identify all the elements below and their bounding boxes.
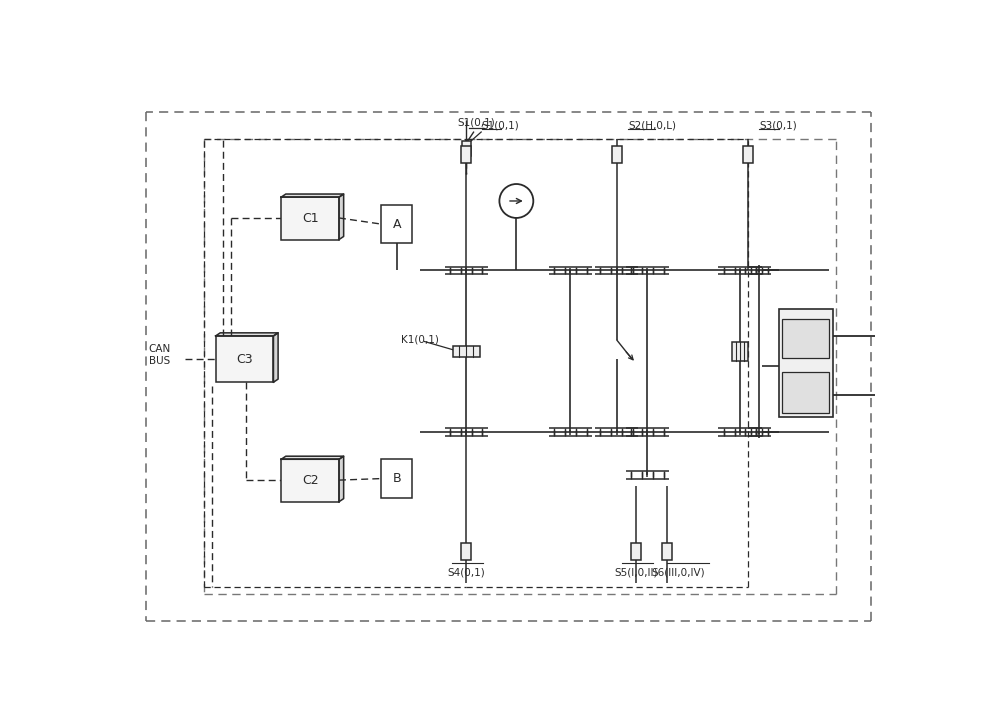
Text: A: A xyxy=(393,218,401,230)
Text: S6(III,0,IV): S6(III,0,IV) xyxy=(651,567,705,577)
Polygon shape xyxy=(273,333,278,383)
Text: C3: C3 xyxy=(236,353,253,365)
Text: C1: C1 xyxy=(302,212,318,225)
Text: S5(I,0,II): S5(I,0,II) xyxy=(614,567,658,577)
Bar xyxy=(743,146,753,164)
Polygon shape xyxy=(281,456,344,459)
Bar xyxy=(281,197,339,240)
Text: C2: C2 xyxy=(302,474,318,487)
Polygon shape xyxy=(216,333,278,336)
Bar xyxy=(662,543,672,560)
Polygon shape xyxy=(339,194,344,240)
Polygon shape xyxy=(339,456,344,502)
Text: S2(H,0,L): S2(H,0,L) xyxy=(628,120,676,130)
Bar xyxy=(381,459,412,498)
Text: S3(0,1): S3(0,1) xyxy=(759,120,797,130)
Polygon shape xyxy=(281,194,344,197)
Bar xyxy=(461,146,471,164)
Text: S1(0,1): S1(0,1) xyxy=(482,120,519,130)
Text: S1(0,1): S1(0,1) xyxy=(457,118,495,128)
Bar xyxy=(453,346,480,357)
Bar xyxy=(281,459,339,502)
Bar xyxy=(216,336,273,383)
Bar xyxy=(612,146,622,164)
Text: S4(0,1): S4(0,1) xyxy=(447,567,485,577)
Text: K1(0,1): K1(0,1) xyxy=(401,335,439,345)
Bar xyxy=(782,319,829,358)
Bar xyxy=(462,141,471,156)
Bar xyxy=(732,342,748,361)
Text: CAN
BUS: CAN BUS xyxy=(149,344,171,366)
Bar xyxy=(779,309,833,417)
Bar xyxy=(381,205,412,243)
Bar xyxy=(782,372,829,413)
Bar xyxy=(631,543,641,560)
Text: B: B xyxy=(393,472,401,485)
Bar xyxy=(461,543,471,560)
